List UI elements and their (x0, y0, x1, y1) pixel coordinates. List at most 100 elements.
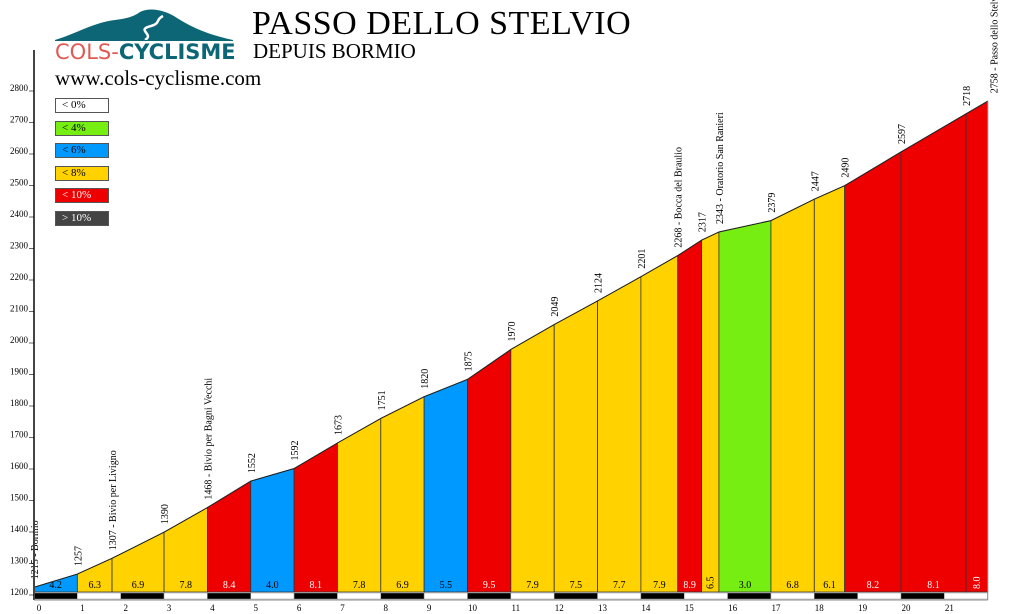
km-bar (640, 592, 685, 600)
x-tick-label: 7 (340, 603, 345, 613)
km-bar (770, 592, 815, 600)
y-tick-label: 2200 (10, 272, 29, 282)
altitude-label: 2597 (897, 124, 908, 144)
grade-label: 6.3 (88, 580, 101, 591)
y-tick-label: 2500 (10, 178, 29, 188)
x-tick-label: 0 (37, 603, 42, 613)
grade-label: 6.9 (132, 580, 145, 591)
grade-label: 4.0 (266, 580, 279, 591)
logo-text-cyclisme: CYCLISME (118, 40, 236, 64)
km-bar (944, 592, 988, 600)
x-tick-label: 10 (468, 603, 478, 613)
altitude-label: 1468 - Bivio per Bagni Vecchi (203, 378, 214, 500)
grade-segment (337, 417, 382, 593)
x-tick-label: 17 (771, 603, 781, 613)
y-tick-label: 1300 (10, 556, 29, 566)
altitude-label: 1592 (290, 441, 301, 461)
legend-item: < 6% (55, 143, 109, 158)
grade-segment (844, 151, 902, 593)
grade-label: 8.1 (927, 580, 940, 591)
x-tick-label: 16 (728, 603, 738, 613)
grade-segment (677, 239, 702, 593)
altitude-label: 1215 - Bormio (30, 520, 41, 579)
altitude-label: 2718 (962, 86, 973, 106)
y-tick-label: 1600 (10, 461, 29, 471)
x-tick-label: 19 (858, 603, 868, 613)
x-tick-label: 8 (384, 603, 389, 613)
grade-label: 6.9 (396, 580, 409, 591)
altitude-label: 2317 (698, 212, 709, 232)
km-bar (727, 592, 772, 600)
altitude-label: 1875 (464, 351, 475, 371)
grade-segment (423, 378, 468, 593)
km-bar (293, 592, 338, 600)
altitude-label: 1307 - Bivio per Livigno (108, 450, 119, 550)
grade-label: 8.4 (223, 580, 236, 591)
profile-line (33, 100, 988, 588)
km-bar (337, 592, 382, 600)
grade-label: 8.2 (867, 580, 880, 591)
x-tick-label: 6 (297, 603, 302, 613)
x-tick-label: 12 (555, 603, 564, 613)
km-bar (857, 592, 902, 600)
legend-label: > 10% (62, 211, 92, 224)
legend-item: < 10% (55, 188, 109, 203)
legend-label: < 0% (62, 99, 86, 111)
x-tick-label: 5 (254, 603, 259, 613)
km-bar (207, 592, 251, 600)
y-tick-label: 1400 (10, 524, 29, 534)
grade-legend: < 0% < 4% < 6% < 8% < 10% > 10% (55, 98, 109, 233)
km-bar (163, 592, 208, 600)
grade-label: 8.1 (310, 580, 323, 591)
y-tick-label: 1700 (10, 430, 29, 440)
logo-text: COLS-CYCLISME (55, 40, 236, 64)
y-tick-label: 2600 (10, 146, 29, 156)
altitude-label: 2343 - Oratorio San Ranieri (715, 112, 726, 224)
y-tick-label: 1500 (10, 493, 29, 503)
y-tick-label: 2000 (10, 335, 29, 345)
logo-mountains-icon (55, 9, 233, 42)
altitude-label: 1751 (377, 390, 388, 410)
grade-segment (250, 467, 295, 593)
grade-segment (718, 220, 772, 593)
grade-segment (900, 113, 967, 593)
grade-segment (380, 396, 425, 593)
km-bar (684, 592, 728, 600)
legend-item: < 8% (55, 165, 109, 181)
grade-label: 8.9 (683, 580, 696, 591)
grade-label: 7.7 (613, 580, 626, 591)
x-tick-label: 2 (123, 603, 128, 613)
x-tick-label: 4 (210, 603, 215, 613)
page-subtitle: DEPUIS BORMIO (253, 39, 416, 63)
grade-label: 6.8 (786, 580, 799, 591)
grade-segment (965, 100, 989, 593)
km-bar (467, 592, 512, 600)
grade-label: 3.0 (739, 580, 752, 591)
km-bar (900, 592, 945, 600)
altitude-label: 1390 (160, 504, 171, 524)
grade-segment (770, 198, 815, 593)
km-bar (553, 592, 598, 600)
grade-segment (701, 231, 720, 593)
x-tick-label: 21 (945, 603, 954, 613)
y-tick-label: 2400 (10, 209, 29, 219)
grade-label: 7.8 (353, 580, 366, 591)
grade-segment (640, 254, 679, 593)
altitude-label: 1673 (333, 415, 344, 435)
km-bar (423, 592, 468, 600)
km-bar (814, 592, 858, 600)
km-bar (597, 592, 642, 600)
altitude-label: 1820 (420, 369, 431, 389)
website-link[interactable]: www.cols-cyclisme.com (55, 66, 262, 90)
legend-label: < 6% (62, 144, 86, 156)
km-bar (77, 592, 121, 600)
grade-label: 9.5 (483, 580, 496, 591)
legend-label: < 8% (62, 166, 86, 179)
km-bar (250, 592, 295, 600)
legend-item: > 10% (55, 210, 109, 226)
y-tick-label: 1800 (10, 398, 29, 408)
altitude-label: 2447 (810, 171, 821, 191)
km-bar (510, 592, 555, 600)
grade-label: 7.9 (653, 580, 666, 591)
